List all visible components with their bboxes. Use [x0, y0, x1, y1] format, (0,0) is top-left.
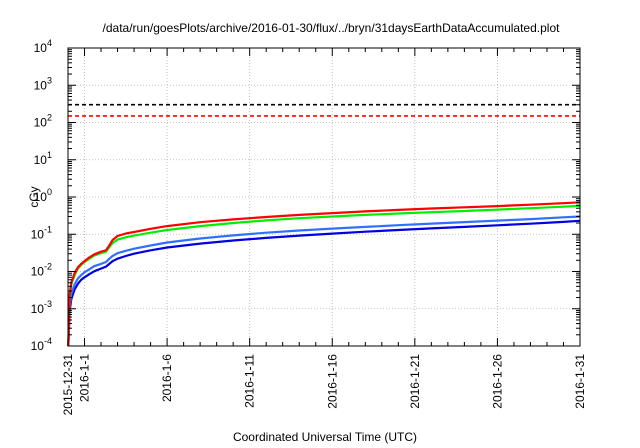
y-tick-label: 10-3 — [31, 299, 52, 316]
x-tick-label: 2016-1-6 — [160, 354, 174, 402]
series-line — [67, 201, 581, 347]
data-series — [67, 201, 581, 347]
x-tick-label: 2016-1-11 — [243, 354, 257, 408]
y-tick-label: 104 — [34, 38, 52, 55]
x-tick-label: 2015-12-31 — [61, 354, 75, 416]
y-tick-label: 10-4 — [31, 336, 52, 353]
y-tick-label: 102 — [34, 113, 52, 130]
y-tick-label: 100 — [34, 187, 52, 204]
x-tick-label: 2016-1-21 — [408, 354, 422, 409]
threshold-lines — [68, 103, 580, 117]
x-tick-label: 2016-1-16 — [325, 354, 339, 409]
series-line — [67, 215, 581, 347]
y-tick-label: 103 — [34, 75, 52, 92]
y-tick-label: 101 — [34, 150, 52, 167]
y-axis-label: cGy — [27, 186, 41, 207]
x-axis: 2015-12-31 2016-1-1 2016-1-6 2016-1-11 2016-… — [61, 48, 587, 415]
x-tick-label: 2016-1-31 — [573, 354, 587, 409]
x-tick-label: 2016-1-26 — [490, 354, 504, 409]
series-line — [67, 219, 581, 347]
y-tick-label: 10-2 — [31, 262, 52, 279]
y-tick-label: 10-1 — [31, 224, 52, 241]
y-axis: 10-4 10-3 10-2 10-1 100 101 102 103 104 — [31, 38, 580, 353]
chart-title: /data/run/goesPlots/archive/2016-01-30/f… — [103, 21, 561, 35]
x-axis-label: Coordinated Universal Time (UTC) — [233, 430, 417, 444]
x-tick-label: 2016-1-1 — [78, 354, 92, 402]
